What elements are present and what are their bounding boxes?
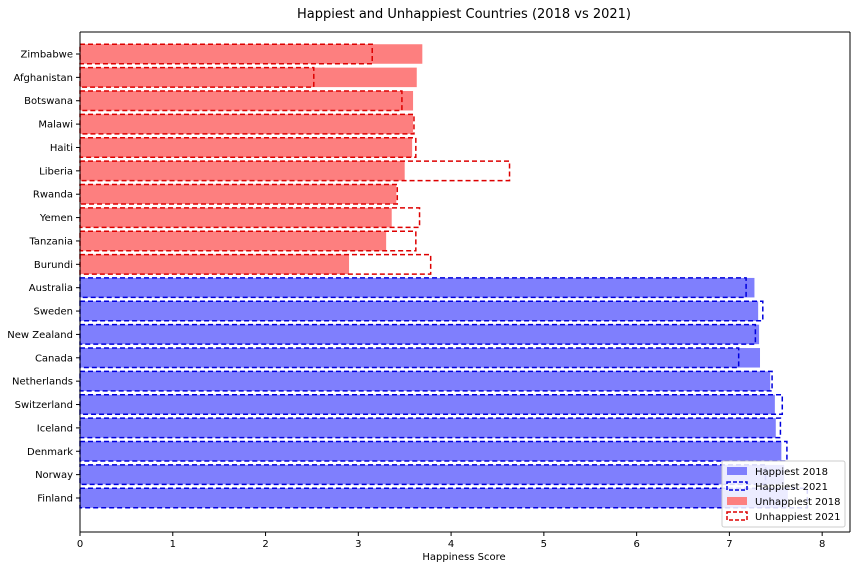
bar-unhappiest-2018-zimbabwe bbox=[80, 44, 423, 64]
bar-unhappiest-2018-tanzania bbox=[80, 231, 387, 251]
y-tick-label: Malawi bbox=[38, 120, 73, 131]
y-tick-label: Canada bbox=[35, 353, 73, 364]
y-tick-label: Afghanistan bbox=[13, 73, 73, 84]
y-tick-label: Liberia bbox=[39, 166, 73, 177]
legend-label: Happiest 2021 bbox=[755, 482, 828, 493]
legend-label: Happiest 2018 bbox=[755, 467, 828, 478]
bar-unhappiest-2018-haiti bbox=[80, 137, 413, 158]
legend: Happiest 2018 Happiest 2021 Unhappiest 201… bbox=[721, 460, 846, 528]
bar-unhappiest-2018-burundi bbox=[80, 254, 350, 275]
x-tick-label: 2 bbox=[262, 539, 268, 550]
bar-happiest-2018-sweden bbox=[80, 301, 759, 321]
bar-unhappiest-2018-malawi bbox=[80, 114, 414, 134]
y-tick-label: Switzerland bbox=[15, 400, 73, 411]
x-tick-label: 4 bbox=[448, 539, 454, 550]
x-tick-label: 1 bbox=[170, 539, 176, 550]
legend-swatch bbox=[726, 481, 748, 491]
legend-label: Unhappiest 2018 bbox=[755, 497, 841, 508]
bar-unhappiest-2018-afghanistan bbox=[80, 67, 417, 88]
axes-layer: 0 1 2 3 4 5 6 7 8 Finland Norway Denmark Iceland Swit… bbox=[7, 31, 851, 550]
x-tick-label: 7 bbox=[726, 539, 732, 550]
legend-swatch bbox=[727, 497, 747, 505]
bar-unhappiest-2018-yemen bbox=[80, 207, 392, 228]
x-tick-label: 8 bbox=[819, 539, 825, 550]
bar-happiest-2018-iceland bbox=[80, 418, 776, 438]
legend-box bbox=[721, 460, 846, 528]
x-tick-label: 3 bbox=[355, 539, 361, 550]
bar-happiest-2018-norway bbox=[80, 464, 785, 485]
y-tick-label: Botswana bbox=[24, 96, 73, 107]
bar-unhappiest-2018-liberia bbox=[80, 161, 405, 181]
x-tick-label: 6 bbox=[633, 539, 639, 550]
bar-unhappiest-2018-rwanda bbox=[80, 184, 397, 204]
y-tick-label: Iceland bbox=[37, 423, 73, 434]
y-tick-label: Rwanda bbox=[33, 190, 73, 201]
y-tick-label: Burundi bbox=[34, 260, 73, 271]
bar-unhappiest-2021-zimbabwe bbox=[79, 43, 373, 65]
y-tick-label: New Zealand bbox=[7, 330, 73, 341]
bar-happiest-2018-finland bbox=[80, 488, 788, 508]
bar-happiest-2021-netherlands bbox=[79, 370, 773, 392]
bar-happiest-2018-new-zealand bbox=[80, 324, 760, 345]
y-tick-label: Yemen bbox=[39, 213, 73, 224]
legend-label: Unhappiest 2021 bbox=[755, 512, 841, 523]
legend-swatch bbox=[727, 467, 747, 475]
bar-happiest-2018-denmark bbox=[80, 441, 782, 462]
y-tick-label: Australia bbox=[29, 283, 73, 294]
x-tick-label: 0 bbox=[77, 539, 83, 550]
chart-title: Happiest and Unhappiest Countries (2018 … bbox=[297, 7, 631, 22]
y-tick-label: Zimbabwe bbox=[20, 50, 73, 61]
y-tick-label: Sweden bbox=[33, 307, 73, 318]
bar-happiest-2018-canada bbox=[80, 348, 761, 368]
bar-happiest-2018-switzerland bbox=[80, 394, 775, 415]
legend-swatch bbox=[726, 511, 748, 521]
y-tick-label: Finland bbox=[37, 494, 73, 505]
y-tick-label: Haiti bbox=[50, 143, 73, 154]
y-tick-label: Denmark bbox=[27, 447, 73, 458]
y-tick-label: Netherlands bbox=[12, 377, 73, 388]
x-axis-label: Happiness Score bbox=[422, 552, 505, 563]
bar-happiest-2018-australia bbox=[80, 277, 755, 298]
bar-unhappiest-2018-botswana bbox=[80, 90, 414, 111]
bars-layer bbox=[79, 43, 809, 509]
bar-happiest-2018-netherlands bbox=[80, 371, 771, 391]
x-tick-label: 5 bbox=[541, 539, 547, 550]
y-tick-label: Tanzania bbox=[28, 236, 73, 247]
y-tick-label: Norway bbox=[35, 470, 73, 481]
